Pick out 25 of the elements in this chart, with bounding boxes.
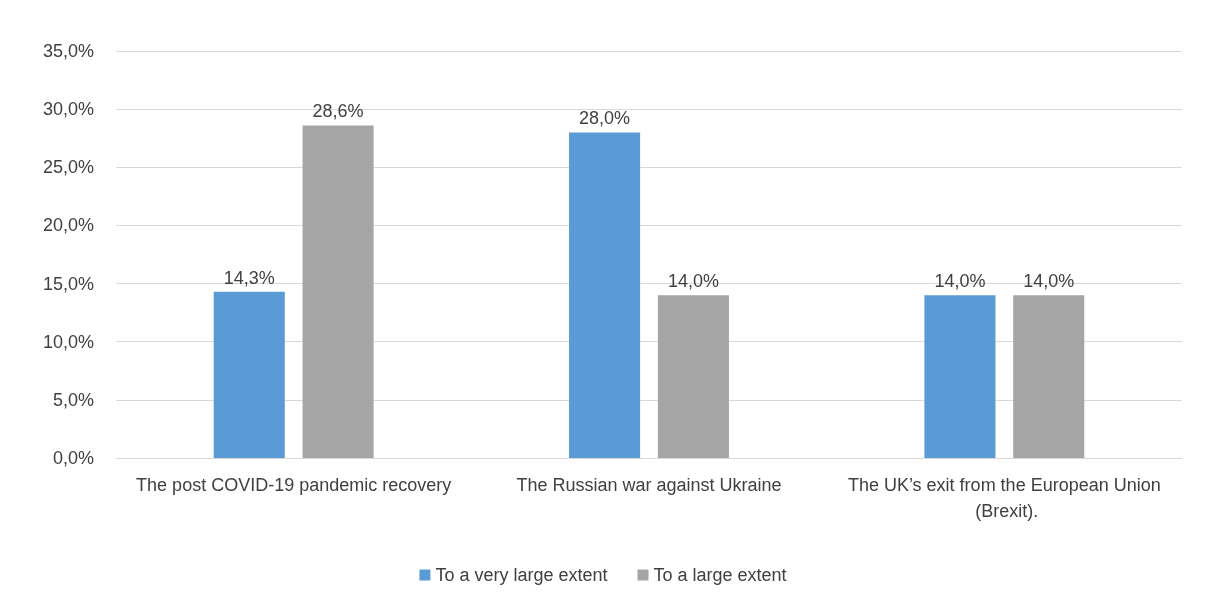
bar xyxy=(657,295,729,458)
data-label: 14,0% xyxy=(934,271,986,292)
data-label: 14,0% xyxy=(667,271,719,292)
bar xyxy=(302,125,374,458)
y-tick-label: 30,0% xyxy=(42,99,94,120)
y-tick-label: 5,0% xyxy=(52,389,94,410)
y-tick-label: 15,0% xyxy=(42,273,94,294)
y-tick-label: 0,0% xyxy=(52,448,94,468)
y-tick-label: 10,0% xyxy=(42,331,94,352)
y-tick-label: 35,0% xyxy=(42,41,94,61)
bar xyxy=(924,295,996,458)
bar xyxy=(1013,295,1085,458)
bar xyxy=(213,291,285,458)
x-tick-label: The post COVID-19 pandemic recovery xyxy=(136,475,452,495)
y-tick-label: 25,0% xyxy=(42,157,94,178)
data-label: 14,3% xyxy=(223,267,275,288)
y-tick-label: 20,0% xyxy=(42,215,94,236)
data-label: 14,0% xyxy=(1023,271,1075,292)
data-label: 28,0% xyxy=(579,108,631,129)
legend-label: To a very large extent xyxy=(435,565,608,585)
x-tick-label: The UK’s exit from the European Union (Brexit). xyxy=(847,475,1161,521)
bar xyxy=(569,132,641,458)
legend-label: To a large extent xyxy=(653,565,787,585)
data-label: 28,6% xyxy=(312,101,364,122)
x-tick-label: The Russian war against Ukraine xyxy=(516,475,782,495)
